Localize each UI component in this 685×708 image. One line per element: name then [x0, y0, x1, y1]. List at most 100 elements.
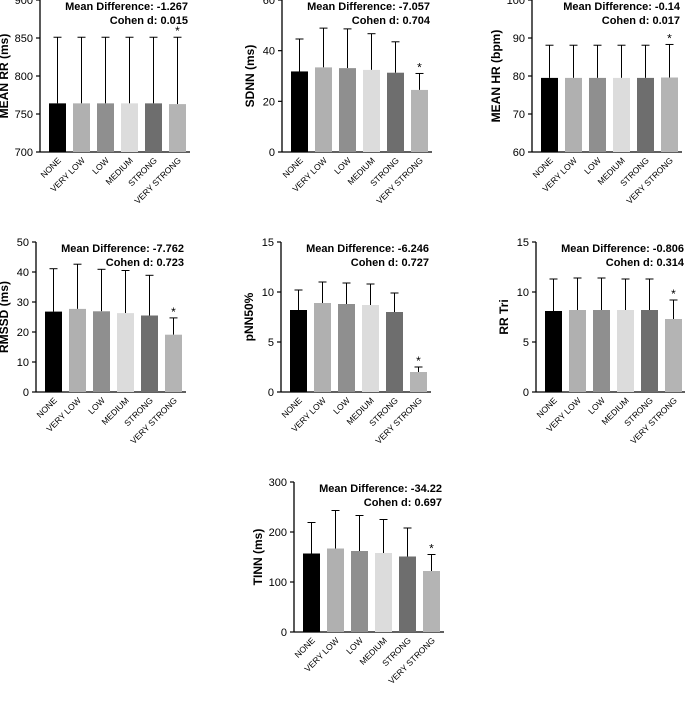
significance-marker: * — [671, 287, 676, 301]
bar — [351, 551, 368, 632]
bar — [617, 310, 634, 392]
y-axis-label: TINN (ms) — [251, 529, 265, 586]
bar — [565, 77, 582, 152]
bar — [169, 104, 186, 152]
bar — [339, 68, 356, 152]
y-tick-label: 0 — [269, 147, 275, 159]
y-tick-label: 0 — [523, 387, 529, 399]
y-tick-label: 10 — [17, 357, 29, 369]
y-tick-label: 20 — [263, 96, 275, 108]
cohen-d-annotation: Cohen d: 0.314 — [606, 257, 685, 269]
significance-marker: * — [429, 542, 434, 556]
bar — [362, 305, 379, 392]
y-tick-label: 10 — [517, 287, 529, 299]
y-tick-label: 800 — [15, 71, 33, 83]
bar — [613, 77, 630, 152]
y-tick-label: 20 — [17, 327, 29, 339]
mean-difference-annotation: Mean Difference: -0.806 — [561, 243, 684, 255]
x-category-label: LOW — [344, 635, 365, 656]
cohen-d-annotation: Cohen d: 0.704 — [352, 15, 431, 27]
y-tick-label: 100 — [507, 0, 525, 7]
y-tick-label: 5 — [523, 337, 529, 349]
bar — [73, 103, 90, 152]
x-category-label: LOW — [90, 155, 111, 176]
y-axis-label: MEAN HR (bpm) — [489, 30, 503, 123]
y-tick-label: 90 — [513, 33, 525, 45]
y-tick-label: 0 — [281, 627, 287, 639]
bar — [315, 67, 332, 152]
mean-difference-annotation: Mean Difference: -34.22 — [319, 483, 442, 495]
bar — [290, 310, 307, 392]
bar — [121, 103, 138, 152]
bar — [399, 556, 416, 632]
mean-difference-annotation: Mean Difference: -6.246 — [306, 243, 429, 255]
y-axis-label: RMSSD (ms) — [0, 281, 11, 353]
bar — [637, 77, 654, 152]
bar — [661, 77, 678, 152]
bar — [97, 103, 114, 152]
y-axis-label: MEAN RR (ms) — [0, 34, 11, 119]
bar — [387, 72, 404, 152]
bar — [314, 303, 331, 392]
y-tick-label: 100 — [269, 577, 287, 589]
cohen-d-annotation: Cohen d: 0.727 — [351, 257, 429, 269]
bar — [327, 548, 344, 632]
mean-difference-annotation: Mean Difference: -7.762 — [61, 243, 184, 255]
bar — [45, 311, 62, 392]
bar — [363, 69, 380, 152]
bar — [291, 71, 308, 152]
mean-difference-annotation: Mean Difference: -7.057 — [307, 1, 430, 13]
bar — [93, 311, 110, 392]
bar — [665, 319, 682, 392]
cohen-d-annotation: Cohen d: 0.015 — [110, 15, 188, 27]
bar — [69, 308, 86, 392]
bar — [375, 553, 392, 632]
bar — [145, 103, 162, 152]
y-tick-label: 60 — [513, 147, 525, 159]
y-axis-label: SDNN (ms) — [243, 45, 257, 108]
y-tick-label: 300 — [269, 477, 287, 489]
y-tick-label: 70 — [513, 109, 525, 121]
y-axis-label: RR Tri — [497, 299, 511, 334]
cohen-d-annotation: Cohen d: 0.017 — [602, 15, 680, 27]
y-tick-label: 15 — [517, 237, 529, 249]
x-category-label: LOW — [86, 395, 107, 416]
significance-marker: * — [417, 60, 422, 74]
y-tick-label: 200 — [269, 527, 287, 539]
cohen-d-annotation: Cohen d: 0.723 — [106, 257, 184, 269]
x-category-label: LOW — [586, 395, 607, 416]
bar — [593, 310, 610, 392]
bar — [545, 311, 562, 392]
y-tick-label: 30 — [17, 297, 29, 309]
significance-marker: * — [667, 31, 672, 45]
y-tick-label: 900 — [15, 0, 33, 7]
y-tick-label: 5 — [268, 337, 274, 349]
bar — [641, 310, 658, 392]
x-category-label: LOW — [331, 395, 352, 416]
significance-marker: * — [416, 354, 421, 368]
y-axis-label: pNN50% — [242, 292, 256, 341]
bar — [303, 553, 320, 632]
bar — [423, 571, 440, 632]
y-tick-label: 40 — [263, 46, 275, 58]
bar — [117, 313, 134, 392]
significance-marker: * — [171, 305, 176, 319]
y-tick-label: 700 — [15, 147, 33, 159]
bar — [338, 304, 355, 392]
y-tick-label: 10 — [262, 287, 274, 299]
significance-marker: * — [175, 24, 180, 38]
bar — [589, 77, 606, 152]
y-tick-label: 850 — [15, 33, 33, 45]
y-tick-label: 0 — [268, 387, 274, 399]
bar — [569, 310, 586, 392]
bar — [411, 89, 428, 152]
y-tick-label: 80 — [513, 71, 525, 83]
bar — [410, 372, 427, 392]
mean-difference-annotation: Mean Difference: -0.14 — [563, 1, 681, 13]
